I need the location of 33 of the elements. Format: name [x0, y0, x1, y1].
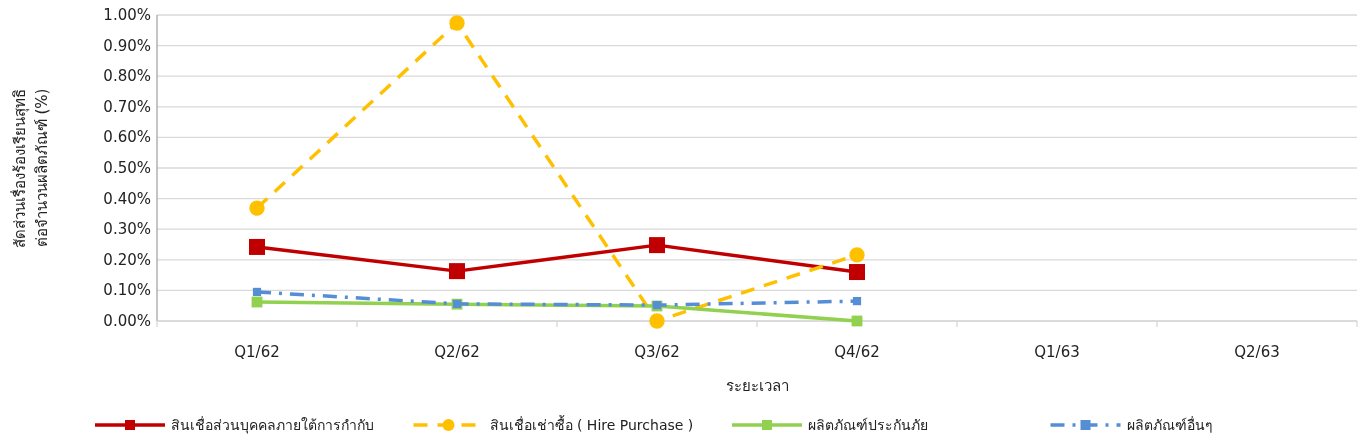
legend-label: สินเชื่อส่วนบุคคลภายใต้การกำกับ	[171, 416, 374, 434]
y-tick-label: 0.00%	[103, 312, 151, 330]
point	[252, 287, 262, 297]
y-tick-label: 0.50%	[103, 159, 151, 177]
x-tick-label: Q1/63	[1034, 343, 1080, 361]
y-tick-label: 0.90%	[103, 36, 151, 55]
x-tick-label: Q4/62	[834, 343, 880, 361]
legend-label: สินเชื่อเช่าซื้อ ( Hire Purchase )	[489, 415, 694, 433]
y-tick-label: 0.30%	[103, 220, 151, 239]
point	[449, 263, 465, 280]
y-tick-label: 1.00%	[103, 6, 151, 24]
point	[249, 238, 265, 255]
point	[852, 297, 862, 306]
point	[649, 237, 665, 254]
x-tick-label: Q2/63	[1234, 343, 1280, 361]
x-tick-label: Q3/62	[634, 343, 680, 361]
y-tick-label: 0.10%	[103, 281, 151, 300]
legend-label: ผลิตภัณฑ์อื่นๆ	[1126, 416, 1213, 433]
y-tick-label: 0.80%	[103, 67, 151, 86]
y-tick-label: 0.70%	[103, 97, 151, 116]
point	[249, 200, 265, 216]
y-tick-label: 0.40%	[103, 189, 151, 208]
point	[449, 15, 465, 31]
point	[649, 313, 665, 329]
x-axis-title: ระยะเวลา	[725, 377, 789, 395]
x-tick-label: Q2/62	[434, 343, 480, 361]
y-tick-label: 0.20%	[103, 250, 151, 269]
y-axis-title: สัดส่วนเรื่องร้องเรียนสุทธิ ต่อจำนวนผลิตภัณฑ์ (%)	[9, 88, 51, 248]
point	[849, 247, 865, 263]
x-tick-label: Q1/62	[234, 343, 280, 361]
point	[849, 264, 865, 281]
y-tick-label: 0.60%	[103, 128, 151, 147]
legend-label: ผลิตภัณฑ์ประกันภัย	[808, 417, 928, 433]
